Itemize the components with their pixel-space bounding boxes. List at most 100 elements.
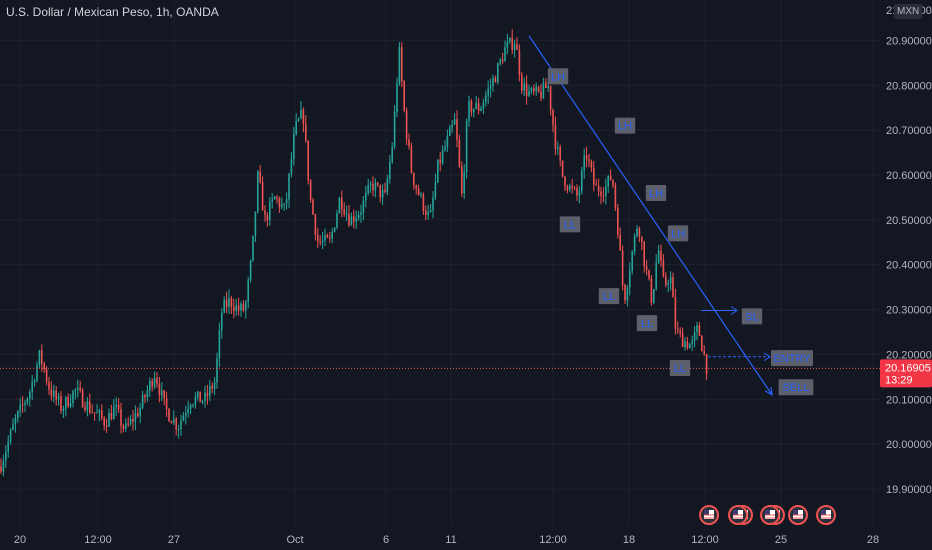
candle-body (597, 185, 600, 192)
candle-body (554, 124, 557, 149)
candle-body (432, 197, 434, 211)
candle-body (276, 196, 278, 199)
candle-body (535, 86, 537, 92)
candle-body (677, 328, 679, 331)
candle-body (650, 278, 653, 303)
candle-body (43, 363, 45, 370)
candle-body (329, 237, 331, 239)
annotation-label-sell: SELL (778, 379, 814, 396)
candle-body (72, 391, 74, 404)
annotation-label-bg (667, 225, 689, 242)
candle-body (26, 398, 29, 403)
y-tick-label: 20.50000 (886, 215, 932, 227)
candle-body (53, 390, 55, 397)
candle-body (381, 190, 384, 198)
candle-body (283, 203, 285, 205)
candle-body (65, 397, 67, 410)
annotation-label-ll: LL (598, 288, 620, 305)
candle-body (141, 395, 144, 408)
candle-body (242, 303, 245, 311)
candle-body (170, 421, 173, 424)
candle-body (559, 147, 561, 161)
candle-body (468, 100, 470, 122)
flag-canton (765, 510, 770, 515)
candle-body (19, 404, 21, 412)
candle-body (89, 401, 91, 413)
candle-body (420, 194, 422, 196)
candle-body (372, 183, 374, 191)
candle-body (657, 250, 660, 263)
candle-body (237, 305, 240, 311)
candle-body (182, 415, 185, 421)
candle-body (48, 381, 50, 390)
candle-body (437, 159, 439, 183)
candle-body (453, 119, 456, 125)
us-flag-event-icon[interactable] (788, 505, 808, 525)
candle-body (429, 210, 432, 212)
candle-body (273, 196, 276, 200)
annotation-label-text: LH (551, 71, 565, 83)
candlestick-series (0, 29, 708, 477)
candle-body (86, 401, 89, 411)
last-price-badge-bg (880, 359, 932, 388)
y-tick-label: 19.90000 (886, 484, 932, 496)
candle-body (146, 390, 149, 398)
candle-body (110, 413, 113, 420)
candle-body (405, 110, 408, 140)
annotation-label-bg (741, 308, 763, 325)
candle-body (105, 425, 108, 427)
candle-body (321, 240, 324, 243)
candle-body (691, 340, 693, 344)
candle-body (533, 88, 535, 92)
candle-body (396, 83, 398, 112)
candle-body (314, 214, 317, 235)
candle-body (523, 83, 525, 91)
candle-body (338, 197, 341, 214)
candle-body (333, 227, 336, 232)
annotation-label-lh: LH (614, 117, 636, 134)
candle-body (585, 155, 588, 160)
candle-body (576, 187, 578, 196)
candle-body (480, 108, 482, 111)
candle-body (297, 118, 300, 122)
entry-arrow-head (763, 352, 771, 362)
candle-body (461, 166, 463, 194)
us-flag-event-icon[interactable] (699, 505, 719, 525)
candle-body (425, 211, 427, 216)
candle-body (581, 170, 583, 192)
candle-body (261, 182, 264, 211)
candle-body (609, 175, 612, 180)
us-flag-event-icon[interactable] (760, 505, 785, 525)
candle-body (641, 236, 643, 242)
candle-body (74, 389, 77, 392)
candle-body (331, 231, 333, 239)
candle-body (257, 171, 259, 212)
candle-body (290, 159, 293, 174)
candle-body (566, 186, 569, 191)
annotation-label-bg (778, 379, 814, 396)
candle-body (180, 420, 182, 429)
candle-body (213, 382, 216, 389)
y-tick-label: 20.20000 (886, 349, 932, 361)
candle-body (633, 235, 636, 252)
us-flag-event-icon[interactable] (816, 505, 836, 525)
symbol-title[interactable]: U.S. Dollar / Mexican Peso, 1h, OANDA (6, 5, 219, 19)
candle-body (511, 37, 513, 51)
annotation-label-text: LL (674, 363, 686, 375)
candle-body (158, 383, 161, 395)
currency-label[interactable]: MXN (894, 4, 923, 19)
candle-body (681, 332, 684, 348)
y-tick-label: 20.00000 (886, 439, 932, 451)
candle-body (547, 86, 549, 89)
candle-body (285, 199, 288, 204)
us-flag-event-icon[interactable] (728, 505, 753, 525)
x-tick-label: 25 (775, 534, 787, 546)
flag-canton (733, 510, 738, 515)
annotation-label-sl: SL (741, 308, 763, 325)
candle-body (31, 381, 33, 392)
candle-body (645, 266, 648, 271)
candle-body (504, 47, 506, 62)
candle-body (233, 306, 235, 312)
candle-body (201, 400, 204, 403)
